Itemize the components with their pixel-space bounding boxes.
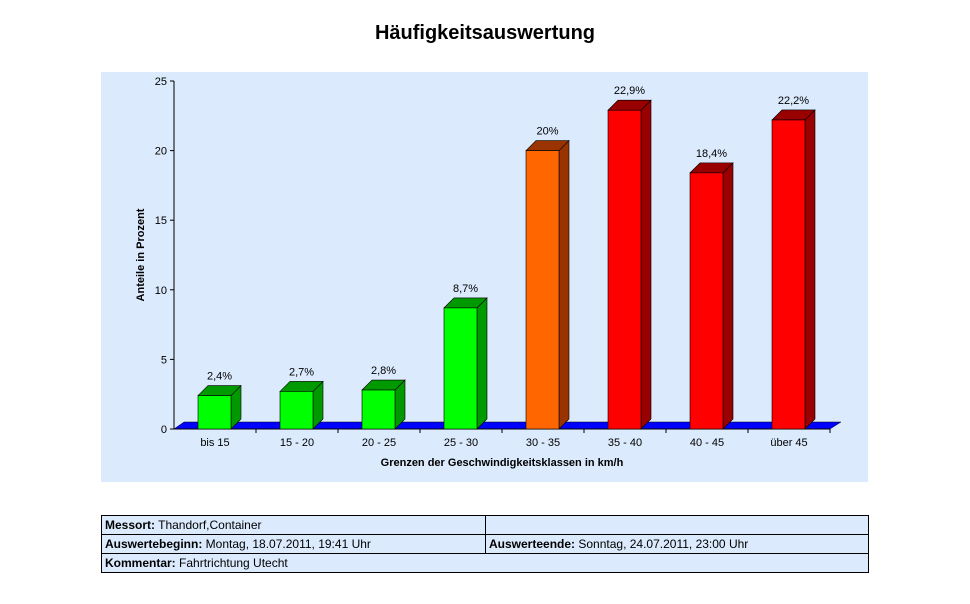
info-row-messort: Messort: Thandorf,Container bbox=[101, 515, 869, 535]
beginn-label: Auswertebeginn: bbox=[105, 537, 203, 551]
data-label: 2,7% bbox=[289, 366, 314, 378]
info-row-period: Auswertebeginn: Montag, 18.07.2011, 19:4… bbox=[101, 534, 869, 554]
data-label: 8,7% bbox=[453, 283, 478, 295]
kommentar-cell: Kommentar: Fahrtrichtung Utecht bbox=[101, 553, 869, 573]
empty-cell bbox=[485, 515, 869, 535]
messort-value: Thandorf,Container bbox=[155, 518, 262, 532]
y-axis-label: Anteile in Prozent bbox=[135, 208, 147, 301]
bar bbox=[443, 307, 478, 430]
y-tick-label: 5 bbox=[161, 354, 167, 366]
data-label: 2,8% bbox=[371, 365, 396, 377]
bar bbox=[607, 109, 642, 430]
data-label: 18,4% bbox=[696, 148, 727, 160]
bar-side bbox=[804, 109, 816, 430]
y-tick-label: 0 bbox=[161, 424, 167, 436]
data-label: 22,2% bbox=[778, 95, 809, 107]
chart-svg: 0 5 10 15 20 25 Anteile in Prozent bis 15 2,4% 15… bbox=[135, 76, 842, 469]
x-axis-label: Grenzen der Geschwindigkeitsklassen in k… bbox=[381, 457, 624, 469]
x-tick-label: 30 - 35 bbox=[526, 437, 560, 449]
y-tick-label: 15 bbox=[155, 215, 167, 227]
x-tick-label: 35 - 40 bbox=[608, 437, 642, 449]
y-tick-label: 10 bbox=[155, 285, 167, 297]
bar bbox=[361, 389, 396, 430]
x-tick-label: 40 - 45 bbox=[690, 437, 724, 449]
bar-side bbox=[640, 99, 652, 430]
y-tick-label: 25 bbox=[155, 76, 167, 88]
bar-side bbox=[722, 162, 734, 430]
ende-cell: Auswerteende: Sonntag, 24.07.2011, 23:00… bbox=[485, 534, 869, 554]
bar bbox=[525, 150, 560, 430]
bar-side bbox=[558, 139, 570, 430]
kommentar-label: Kommentar: bbox=[105, 556, 176, 570]
x-tick-label: bis 15 bbox=[200, 437, 229, 449]
ende-value: Sonntag, 24.07.2011, 23:00 Uhr bbox=[575, 537, 749, 551]
x-tick-label: 20 - 25 bbox=[362, 437, 396, 449]
chart-panel: 0 5 10 15 20 25 Anteile in Prozent bis 15 2,4% 15… bbox=[101, 72, 868, 482]
x-tick-label: 25 - 30 bbox=[444, 437, 478, 449]
data-label: 22,9% bbox=[614, 85, 645, 97]
y-tick-label: 20 bbox=[155, 146, 167, 158]
beginn-value: Montag, 18.07.2011, 19:41 Uhr bbox=[202, 537, 371, 551]
bar-side bbox=[476, 297, 488, 430]
bar bbox=[771, 119, 806, 430]
chart-floor bbox=[173, 421, 842, 430]
data-label: 2,4% bbox=[207, 371, 232, 383]
messort-cell: Messort: Thandorf,Container bbox=[101, 515, 486, 535]
bar bbox=[689, 172, 724, 430]
info-table: Messort: Thandorf,Container Auswertebegi… bbox=[101, 515, 869, 573]
x-tick-label: 15 - 20 bbox=[280, 437, 314, 449]
x-tick-label: über 45 bbox=[770, 437, 807, 449]
ende-label: Auswerteende: bbox=[489, 537, 576, 551]
data-label: 20% bbox=[536, 126, 558, 138]
messort-label: Messort: bbox=[105, 518, 156, 532]
bar bbox=[279, 391, 314, 430]
info-row-kommentar: Kommentar: Fahrtrichtung Utecht bbox=[101, 553, 869, 573]
beginn-cell: Auswertebeginn: Montag, 18.07.2011, 19:4… bbox=[101, 534, 486, 554]
kommentar-value: Fahrtrichtung Utecht bbox=[175, 556, 288, 570]
chart-title: Häufigkeitsauswertung bbox=[374, 22, 596, 44]
bar bbox=[197, 395, 232, 430]
